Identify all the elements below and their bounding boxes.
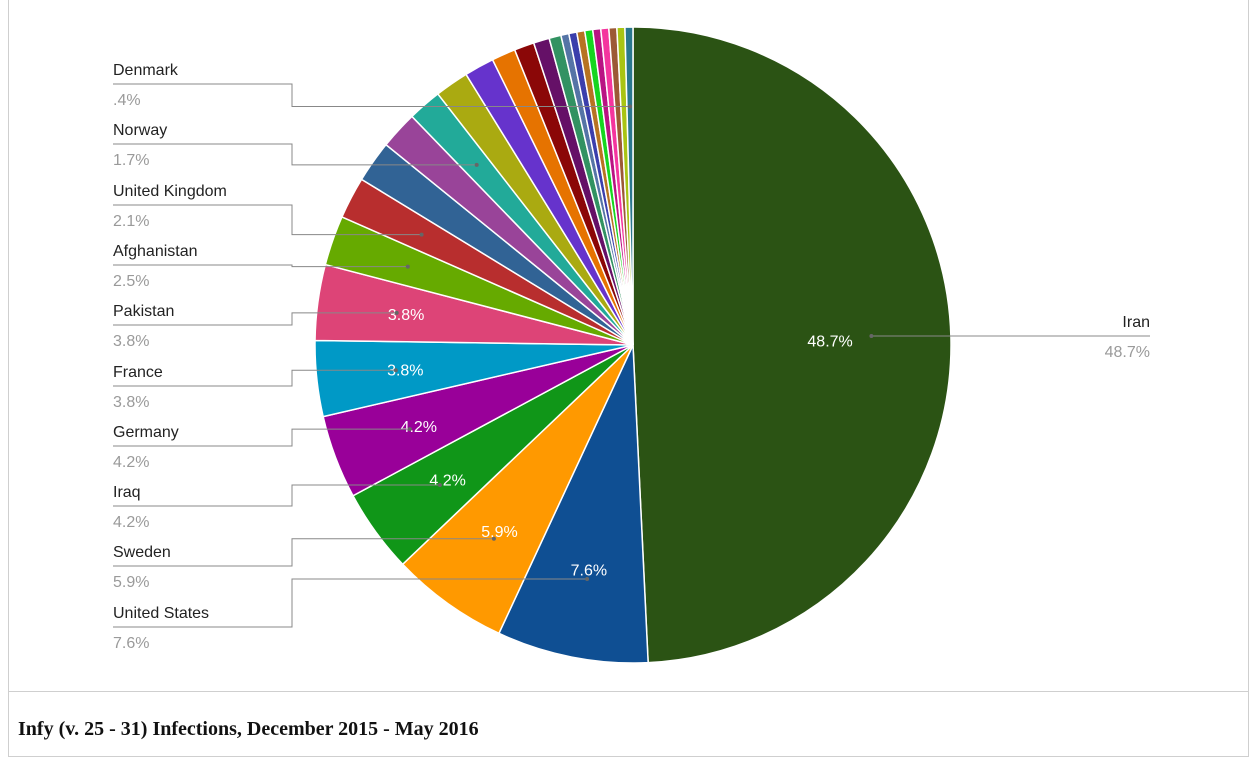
slice-value-france: 3.8% [387,362,423,379]
label-name-norway: Norway [113,122,167,139]
label-percent-iran: 48.7% [1105,344,1150,361]
slice-value-iraq: 4.2% [429,472,465,489]
inner-value-labels: 48.7% 7.6% 5.9% 4.2% 4.2% 3.8% 3.8% [387,307,853,580]
label-name-united-kingdom: United Kingdom [113,183,227,200]
label-percent-denmark: .4% [113,92,141,109]
leader-dot-france [393,368,398,373]
leader-line-france [113,369,396,387]
leader-line-pakistan [113,312,397,326]
label-name-denmark: Denmark [113,62,179,79]
label-name-united-states: United States [113,605,209,622]
label-name-pakistan: Pakistan [113,303,174,320]
leader-line-norway [113,143,477,166]
pie-slice-united-states [497,344,649,664]
leader-lines [113,83,1150,628]
leader-dot-norway [474,162,479,167]
leader-dot-iran [869,334,874,338]
label-percent-germany: 4.2% [113,454,149,471]
label-name-france: France [113,364,163,381]
slice-value-united-states: 7.6% [571,563,607,580]
label-percent-iraq: 4.2% [113,514,149,531]
pie-slices [314,26,952,664]
leader-dot-pakistan [394,310,399,315]
label-percent-norway: 1.7% [113,152,149,169]
leader-line-afghanistan [113,264,408,268]
leader-line-united-states [113,578,588,628]
leader-dot-germany [407,427,412,432]
leader-line-sweden [113,538,494,567]
label-percent-france: 3.8% [113,394,149,411]
external-labels: Iran 48.7% United States 7.6% Sweden 5.9% Iraq… [113,62,1150,652]
leader-dot-afghanistan [405,264,410,269]
label-name-iran: Iran [1122,314,1150,331]
label-name-sweden: Sweden [113,544,171,561]
pie-slice-sweden [401,344,634,635]
leader-dot-denmark [628,104,632,109]
leader-dot-united-states [585,577,590,581]
label-percent-sweden: 5.9% [113,574,149,591]
label-percent-afghanistan: 2.5% [113,273,149,290]
chart-panel [8,0,1249,692]
leader-dot-sweden [491,536,496,541]
slice-value-germany: 4.2% [401,419,437,436]
leader-line-united-kingdom [113,204,422,236]
leader-line-germany [113,428,410,447]
figure-caption: Infy (v. 25 - 31) Infections, December 2… [18,718,479,740]
pie-chart: 48.7% 7.6% 5.9% 4.2% 4.2% 3.8% 3.8% Iran 48.7% U… [113,26,1150,664]
slice-value-iran: 48.7% [807,333,852,350]
leader-line-iraq [113,484,440,507]
leader-dot-united-kingdom [419,232,424,237]
label-name-iraq: Iraq [113,484,141,501]
label-percent-pakistan: 3.8% [113,333,149,350]
slice-value-sweden: 5.9% [481,524,517,541]
pie-slice-iran [632,26,952,664]
figure-frame [8,0,1249,757]
leader-dot-iraq [437,483,442,487]
slice-value-pakistan: 3.8% [388,307,424,324]
label-percent-united-kingdom: 2.1% [113,213,149,230]
label-name-afghanistan: Afghanistan [113,243,198,260]
leader-line-denmark [113,83,630,107]
label-percent-united-states: 7.6% [113,635,149,652]
label-name-germany: Germany [113,424,179,441]
